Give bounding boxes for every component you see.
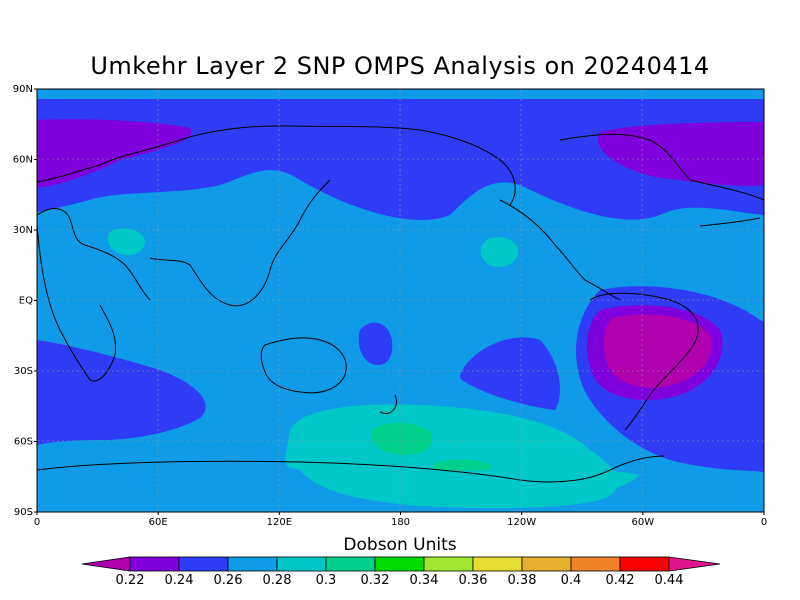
colorbar-label: 0.42 <box>606 573 635 588</box>
field-antarctic <box>37 462 764 512</box>
lat-tick-label: EQ <box>19 296 33 307</box>
field-south-america-core <box>603 314 712 388</box>
lon-tick-label: 0 <box>34 517 40 528</box>
lat-tick-label: 90N <box>13 84 33 95</box>
map-field <box>37 89 764 512</box>
colorbar-box <box>129 556 180 572</box>
map-title: Umkehr Layer 2 SNP OMPS Analysis on 2024… <box>90 52 710 80</box>
colorbar-label: 0.36 <box>459 573 488 588</box>
colorbar-label: 0.3 <box>316 573 337 588</box>
colorbar-label: 0.38 <box>508 573 537 588</box>
longitude-ticks: 0 60E 120E 180 120W 60W 0 <box>34 512 767 528</box>
lat-tick-label: 60S <box>14 437 33 448</box>
units-label: Dobson Units <box>343 535 457 555</box>
lon-tick-label: 120W <box>507 517 536 528</box>
field-north-core-west <box>37 119 192 188</box>
colorbar-box <box>619 556 670 572</box>
colorbar-label: 0.24 <box>165 573 194 588</box>
coastlines <box>37 125 764 483</box>
colorbar-box <box>570 556 621 572</box>
lat-tick-label: 90S <box>14 507 33 518</box>
field-southern-core-1 <box>371 422 433 455</box>
field-arabia <box>107 228 146 256</box>
colorbar-label: 0.28 <box>263 573 292 588</box>
colorbar-label: 0.4 <box>561 573 582 588</box>
colorbar-box <box>521 556 572 572</box>
lon-tick-label: 120E <box>267 517 292 528</box>
field-pacific-north <box>480 237 519 268</box>
colorbar-box <box>472 556 523 572</box>
colorbar-label: 0.34 <box>410 573 439 588</box>
graticule <box>37 89 764 512</box>
lat-tick-label: 30S <box>14 366 33 377</box>
lon-tick-label: 180 <box>391 517 410 528</box>
field-south-band-west <box>37 340 206 445</box>
colorbar-label: 0.32 <box>361 573 390 588</box>
colorbar-box <box>325 556 376 572</box>
lat-tick-label: 60N <box>13 155 33 166</box>
colorbar-box <box>276 556 327 572</box>
colorbar-box <box>423 556 474 572</box>
colorbar-label: 0.22 <box>116 573 145 588</box>
field-fiji <box>358 322 393 365</box>
colorbar-max-triangle <box>668 556 721 572</box>
colorbar-min-triangle <box>81 556 131 572</box>
lon-tick-label: 60E <box>149 517 168 528</box>
lat-tick-label: 30N <box>13 225 33 236</box>
colorbar-box <box>178 556 229 572</box>
field-north-core-east <box>598 122 764 186</box>
colorbar-label: 0.26 <box>214 573 243 588</box>
field-antarctic-high <box>300 468 640 499</box>
colorbar-box <box>227 556 278 572</box>
lon-tick-label: 0 <box>761 517 767 528</box>
colorbar-label: 0.44 <box>655 573 684 588</box>
lon-tick-label: 60W <box>632 517 655 528</box>
field-pole <box>37 89 764 99</box>
colorbar-box <box>374 556 425 572</box>
field-pacific-east <box>459 337 560 410</box>
field-north-band <box>37 89 764 220</box>
latitude-ticks: 90N 60N 30N EQ 30S 60S 90S <box>13 84 37 518</box>
